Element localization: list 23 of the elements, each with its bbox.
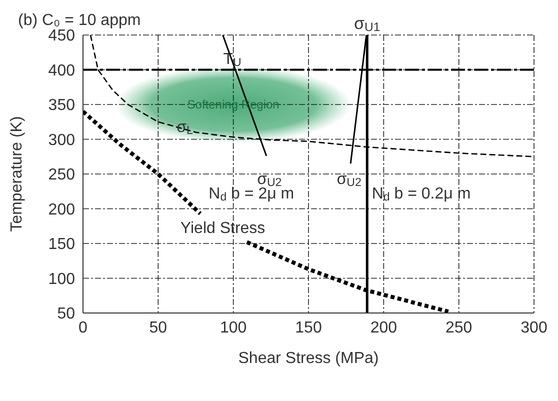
chart-title: (b) C₀ = 10 appm	[18, 12, 141, 28]
y-tick-label: 450	[48, 28, 76, 45]
x-tick-label: 50	[149, 319, 168, 336]
y-tick-label: 50	[57, 306, 76, 323]
y-tick-label: 350	[48, 97, 76, 114]
x-tick-label: 250	[445, 319, 472, 336]
y-tick-label: 150	[48, 236, 76, 254]
x-tick-label: 150	[295, 319, 322, 336]
y-tick-label: 250	[48, 166, 76, 184]
y-tick-label: 300	[48, 132, 76, 149]
x-tick-label: 100	[220, 319, 247, 336]
annotation: Yield Stress	[180, 220, 266, 237]
x-tick-label: 0	[78, 319, 88, 336]
x-tick-label: 300	[520, 319, 548, 336]
y-tick-label: 400	[48, 62, 76, 80]
y-tick-label: 200	[48, 201, 76, 218]
y-tick-label: 100	[48, 270, 76, 288]
x-tick-label: 200	[370, 319, 398, 336]
y-axis-title: Temperature (K)	[8, 116, 26, 232]
annotation: N$_{d}$ b = 0.2μ m	[372, 184, 471, 204]
x-axis-title: Shear Stress (MPa)	[238, 350, 379, 367]
annotation: σ$_{U2}$	[336, 170, 362, 188]
ref-line-label: σ$_{U1}$	[354, 14, 380, 34]
